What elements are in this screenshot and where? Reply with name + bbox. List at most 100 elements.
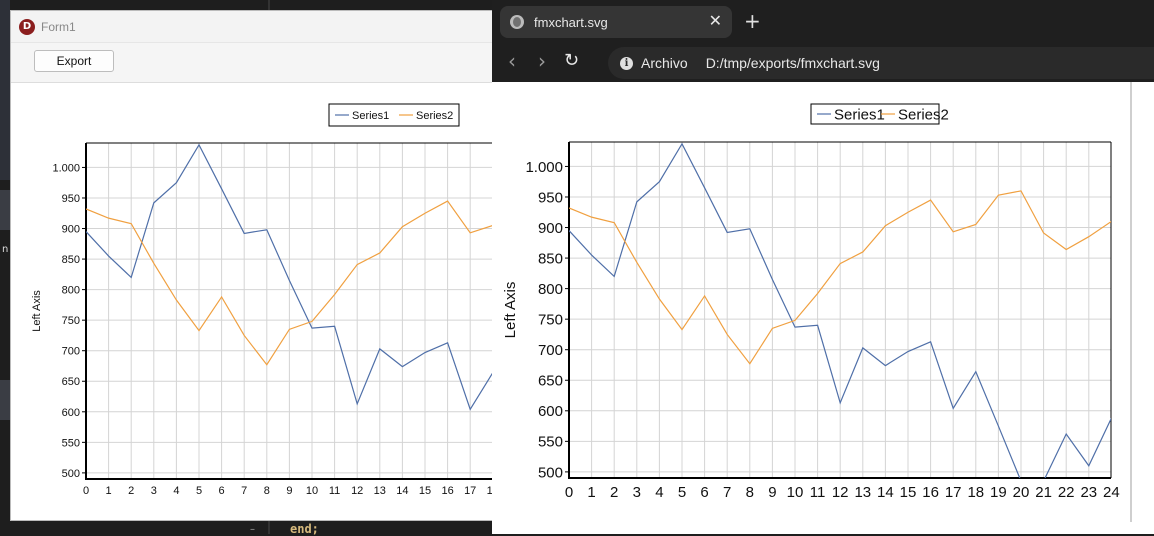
x-tick-label: 15 <box>900 484 917 501</box>
back-icon[interactable]: ‹ <box>508 49 516 73</box>
x-tick-label: 20 <box>1013 484 1030 501</box>
url-text[interactable]: D:/tmp/exports/fmxchart.svg <box>705 55 880 71</box>
reload-icon[interactable]: ↻ <box>564 50 580 71</box>
y-tick-label: 650 <box>538 373 563 390</box>
y-tick-label: 900 <box>62 223 80 235</box>
series-group <box>569 142 1111 478</box>
delphi-logo-icon: D <box>19 18 35 35</box>
x-tick-label: 8 <box>746 484 754 501</box>
legend-label: Series1 <box>352 110 389 122</box>
y-tick-label: 550 <box>538 434 563 451</box>
browser-tabbar: fmxchart.svg ✕ + <box>492 0 1154 44</box>
y-axis-title: Left Axis <box>502 282 519 339</box>
legend-label: Series2 <box>416 110 453 122</box>
series-line-series2 <box>569 190 1111 365</box>
y-tick-label: 700 <box>62 346 80 358</box>
y-axis-title: Left Axis <box>31 290 43 332</box>
x-tick-label: 16 <box>922 484 939 501</box>
close-tab-icon[interactable]: ✕ <box>708 11 722 30</box>
y-tick-label: 650 <box>62 376 80 388</box>
scheme-label: Archivo <box>641 55 688 71</box>
x-tick-label: 5 <box>196 485 202 497</box>
ide-side-panel <box>0 380 10 420</box>
x-tick-label: 6 <box>700 484 708 501</box>
export-button[interactable]: Export <box>34 50 114 72</box>
x-tick-label: 7 <box>241 485 247 497</box>
x-tick-label: 22 <box>1058 484 1075 501</box>
x-tick-label: 13 <box>374 485 386 497</box>
x-tick-label: 14 <box>877 484 894 501</box>
new-tab-icon[interactable]: + <box>744 9 761 33</box>
series-line-series1 <box>86 143 509 414</box>
x-tick-label: 12 <box>832 484 849 501</box>
x-tick-label: 4 <box>173 485 179 497</box>
x-tick-label: 24 <box>1103 484 1120 501</box>
form1-titlebar[interactable]: D Form1 <box>11 11 509 43</box>
x-tick-label: 23 <box>1080 484 1097 501</box>
globe-icon <box>510 15 524 29</box>
x-tick-label: 15 <box>419 485 431 497</box>
x-tick-label: 7 <box>723 484 731 501</box>
form1-window: D Form1 Export 500 550 600 650 700 750 800 850 9… <box>10 10 510 521</box>
browser-tab[interactable]: fmxchart.svg ✕ <box>500 6 732 38</box>
x-tick-label: 17 <box>945 484 962 501</box>
x-tick-label: 4 <box>655 484 663 501</box>
y-tick-label: 1.000 <box>525 159 563 176</box>
x-tick-label: 21 <box>1035 484 1052 501</box>
browser-viewport: 500 550 600 650 700 750 800 850 900 950 1.000 0 1 2 3 4… <box>492 82 1154 534</box>
x-tick-label: 10 <box>306 485 318 497</box>
address-bar[interactable]: i Archivo D:/tmp/exports/fmxchart.svg <box>608 47 1154 79</box>
x-tick-label: 11 <box>329 485 340 497</box>
x-tick-label: 16 <box>441 485 453 497</box>
form1-toolbar: Export <box>11 43 509 83</box>
y-tick-label: 500 <box>62 468 80 480</box>
browser-window: fmxchart.svg ✕ + ‹ › ↻ i Archivo D:/tmp/… <box>492 0 1154 534</box>
x-tick-label: 9 <box>286 485 292 497</box>
info-icon[interactable]: i <box>620 56 633 70</box>
series-group <box>86 143 509 414</box>
forward-icon[interactable]: › <box>538 49 546 73</box>
legend-box <box>810 103 940 125</box>
browser-navbar: ‹ › ↻ i Archivo D:/tmp/exports/fmxchart.… <box>492 44 1154 82</box>
ide-gutter-mark: – <box>250 524 255 535</box>
x-tick-label: 1 <box>587 484 595 501</box>
x-tick-label: 12 <box>351 485 363 497</box>
y-tick-label: 900 <box>538 220 563 237</box>
y-tick-label: 1.000 <box>52 162 80 174</box>
x-tick-label: 8 <box>264 485 270 497</box>
y-tick-label: 550 <box>62 437 80 449</box>
viewport-edge <box>1130 82 1132 522</box>
ide-side-panel <box>0 0 10 180</box>
ide-code-fragment[interactable]: end; <box>290 522 319 536</box>
x-tick-label: 19 <box>990 484 1007 501</box>
y-tick-label: 750 <box>62 315 80 327</box>
x-tick-label: 18 <box>967 484 984 501</box>
x-tick-label: 9 <box>768 484 776 501</box>
x-tick-label: 6 <box>219 485 225 497</box>
series-line-series2 <box>86 200 509 366</box>
legend-label: Series2 <box>898 106 949 123</box>
y-tick-label: 850 <box>62 254 80 266</box>
x-tick-label: 0 <box>83 485 89 497</box>
y-tick-label: 800 <box>62 285 80 297</box>
x-tick-label: 1 <box>106 485 112 497</box>
ide-letter: n <box>2 244 9 255</box>
ide-side-panel <box>0 190 10 230</box>
x-tick-label: 5 <box>678 484 686 501</box>
x-tick-label: 14 <box>396 485 408 497</box>
y-tick-label: 750 <box>538 312 563 329</box>
y-tick-label: 600 <box>538 403 563 420</box>
x-tick-label: 0 <box>565 484 573 501</box>
y-tick-label: 850 <box>538 250 563 267</box>
y-tick-label: 950 <box>62 193 80 205</box>
x-tick-label: 2 <box>128 485 134 497</box>
y-tick-label: 600 <box>62 407 80 419</box>
x-tick-label: 10 <box>787 484 804 501</box>
x-tick-label: 11 <box>810 484 826 501</box>
x-tick-label: 3 <box>151 485 157 497</box>
y-tick-label: 800 <box>538 281 563 298</box>
legend-label: Series1 <box>834 106 885 123</box>
x-tick-label: 13 <box>854 484 871 501</box>
x-tick-label: 3 <box>633 484 641 501</box>
y-tick-label: 950 <box>538 189 563 206</box>
